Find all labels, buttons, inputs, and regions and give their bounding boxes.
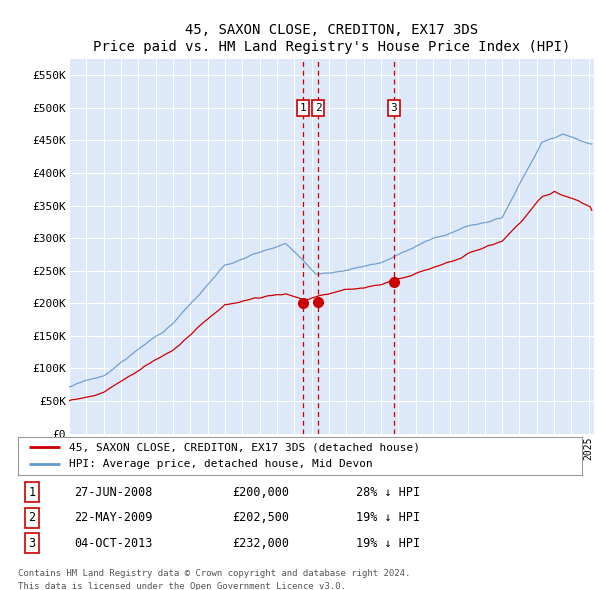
Text: 22-MAY-2009: 22-MAY-2009 xyxy=(74,511,153,525)
Text: 27-JUN-2008: 27-JUN-2008 xyxy=(74,486,153,499)
Text: Contains HM Land Registry data © Crown copyright and database right 2024.: Contains HM Land Registry data © Crown c… xyxy=(18,569,410,578)
Text: HPI: Average price, detached house, Mid Devon: HPI: Average price, detached house, Mid … xyxy=(69,459,373,469)
Text: £200,000: £200,000 xyxy=(232,486,289,499)
Text: 3: 3 xyxy=(29,537,35,550)
Text: 04-OCT-2013: 04-OCT-2013 xyxy=(74,537,153,550)
Text: 28% ↓ HPI: 28% ↓ HPI xyxy=(356,486,421,499)
Text: £232,000: £232,000 xyxy=(232,537,289,550)
Text: 19% ↓ HPI: 19% ↓ HPI xyxy=(356,537,421,550)
Text: 3: 3 xyxy=(391,103,397,113)
Text: 1: 1 xyxy=(29,486,35,499)
Text: 1: 1 xyxy=(299,103,306,113)
Text: 19% ↓ HPI: 19% ↓ HPI xyxy=(356,511,421,525)
Title: 45, SAXON CLOSE, CREDITON, EX17 3DS
Price paid vs. HM Land Registry's House Pric: 45, SAXON CLOSE, CREDITON, EX17 3DS Pric… xyxy=(93,24,570,54)
Text: 45, SAXON CLOSE, CREDITON, EX17 3DS (detached house): 45, SAXON CLOSE, CREDITON, EX17 3DS (det… xyxy=(69,442,420,453)
Text: 2: 2 xyxy=(315,103,322,113)
Text: 2: 2 xyxy=(29,511,35,525)
Text: This data is licensed under the Open Government Licence v3.0.: This data is licensed under the Open Gov… xyxy=(18,582,346,590)
Text: £202,500: £202,500 xyxy=(232,511,289,525)
